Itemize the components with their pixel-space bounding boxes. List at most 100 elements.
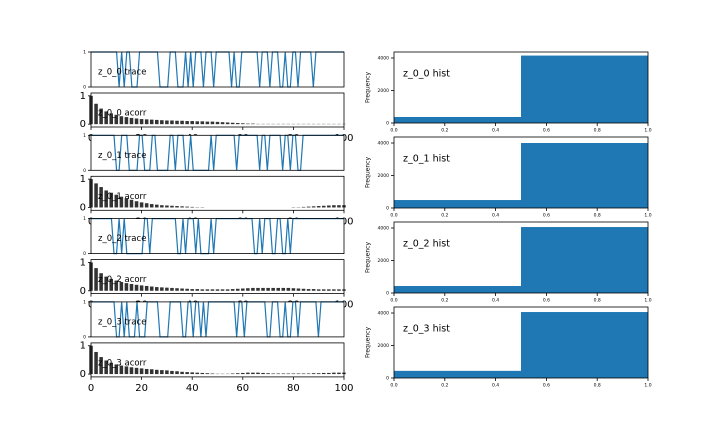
acorr-bar xyxy=(266,287,270,291)
axes-frame xyxy=(90,92,345,128)
acorr-bar xyxy=(337,372,341,375)
y-tick-label: 1 xyxy=(80,174,86,185)
annotation: z_0_3 trace xyxy=(98,317,146,327)
annotation: z_0_2 hist xyxy=(403,239,450,250)
acorr-bar xyxy=(165,370,169,375)
acorr-bar xyxy=(321,205,326,208)
hist-bar xyxy=(521,143,648,208)
axes-frame xyxy=(393,221,649,294)
acorr-bar xyxy=(195,289,200,291)
acorr-bar xyxy=(94,268,98,291)
acorr-bar xyxy=(134,118,139,125)
acorr-bar xyxy=(109,362,114,375)
acorr-bar xyxy=(205,121,210,125)
axes-background xyxy=(91,301,344,337)
acorr-bar xyxy=(190,372,194,375)
acorr-bar xyxy=(170,120,174,125)
acorr-bar xyxy=(256,372,260,375)
acorr-bar xyxy=(129,367,134,375)
acorr-bar xyxy=(134,284,139,291)
acorr-bar xyxy=(175,371,179,375)
acorr-bar xyxy=(139,202,144,208)
acorr-bar xyxy=(205,373,210,375)
acorr-bar xyxy=(160,120,164,125)
acorr-bar xyxy=(124,283,129,291)
acorr-bar xyxy=(200,121,205,125)
acorr-bar xyxy=(134,201,139,208)
acorr-bar xyxy=(129,283,134,291)
acorr-bar xyxy=(114,280,119,291)
acorr-bar xyxy=(99,273,103,291)
x-tick-label: 60 xyxy=(236,383,249,394)
y-tick-label: 0 xyxy=(386,376,389,382)
acorr-bar xyxy=(114,194,119,208)
acorr-bar xyxy=(185,372,189,375)
acorr-bar xyxy=(119,365,124,375)
y-tick-label: 2000 xyxy=(378,343,390,349)
y-tick-label: 2000 xyxy=(378,173,390,179)
x-tick-label: 0.6 xyxy=(543,298,550,304)
axes-background xyxy=(91,218,344,254)
x-tick-label: 0.0 xyxy=(390,298,397,304)
annotation: z_0_3 hist xyxy=(403,324,450,335)
acorr-bar xyxy=(94,103,98,125)
acorr-bar xyxy=(276,373,280,375)
acorr-bar xyxy=(119,196,124,208)
acorr-bar xyxy=(230,122,235,125)
acorr-bar xyxy=(124,117,129,125)
acorr-bar xyxy=(327,205,331,208)
acorr-bar xyxy=(296,288,301,291)
acorr-bar xyxy=(165,120,169,125)
x-tick-label: 0.0 xyxy=(390,213,397,219)
hist-bar xyxy=(394,370,521,378)
y-tick-label: 0 xyxy=(83,334,86,340)
y-tick-label: 4000 xyxy=(378,56,390,62)
acorr-bar xyxy=(180,120,184,125)
acorr-bar xyxy=(241,288,245,291)
acorr-bar xyxy=(195,121,200,125)
acorr-bar xyxy=(109,278,114,291)
acorr-bar xyxy=(144,119,149,125)
axes-frame xyxy=(90,259,345,295)
acorr-bar xyxy=(256,287,260,291)
x-tick-label: 20 xyxy=(135,383,148,394)
y-tick-label: 0 xyxy=(83,168,86,174)
y-tick-label: 2000 xyxy=(378,88,390,94)
acorr-bar xyxy=(99,108,103,125)
y-tick-label: 2000 xyxy=(378,258,390,264)
acorr-bar xyxy=(170,370,174,375)
acorr-bar xyxy=(321,289,326,291)
acorr-bar xyxy=(327,372,331,375)
acorr-bar xyxy=(99,187,103,208)
axes-frame xyxy=(90,342,345,378)
acorr-bar xyxy=(251,123,255,125)
acorr-bar xyxy=(180,206,184,208)
acorr-bar xyxy=(185,121,189,125)
acorr-bar xyxy=(246,123,250,125)
acorr-bar xyxy=(139,368,144,375)
acorr-bar xyxy=(104,360,108,375)
acorr-bar xyxy=(321,372,326,375)
acorr-bar xyxy=(220,122,225,125)
x-tick-label: 0.4 xyxy=(492,128,499,134)
x-tick-label: 0.4 xyxy=(492,213,499,219)
acorr-bar xyxy=(241,123,245,125)
acorr-bar xyxy=(316,289,321,291)
annotation: z_0_1 hist xyxy=(403,154,450,165)
acorr-bar xyxy=(301,373,306,375)
acorr-bar xyxy=(139,285,144,291)
hist-bar xyxy=(394,200,521,208)
acorr-bar xyxy=(246,288,250,291)
acorr-bar xyxy=(149,286,154,291)
acorr-bar xyxy=(190,289,194,291)
acorr-bar xyxy=(230,373,235,375)
axes-frame xyxy=(90,51,345,88)
acorr-bar xyxy=(261,372,265,375)
x-tick-label: 0.0 xyxy=(390,383,397,389)
annotation: z_0_2 trace xyxy=(98,234,146,244)
x-tick-label: 0.8 xyxy=(594,383,601,389)
acorr-bar xyxy=(276,287,280,291)
y-tick-label: 1 xyxy=(83,50,86,56)
acorr-bar xyxy=(160,370,164,375)
